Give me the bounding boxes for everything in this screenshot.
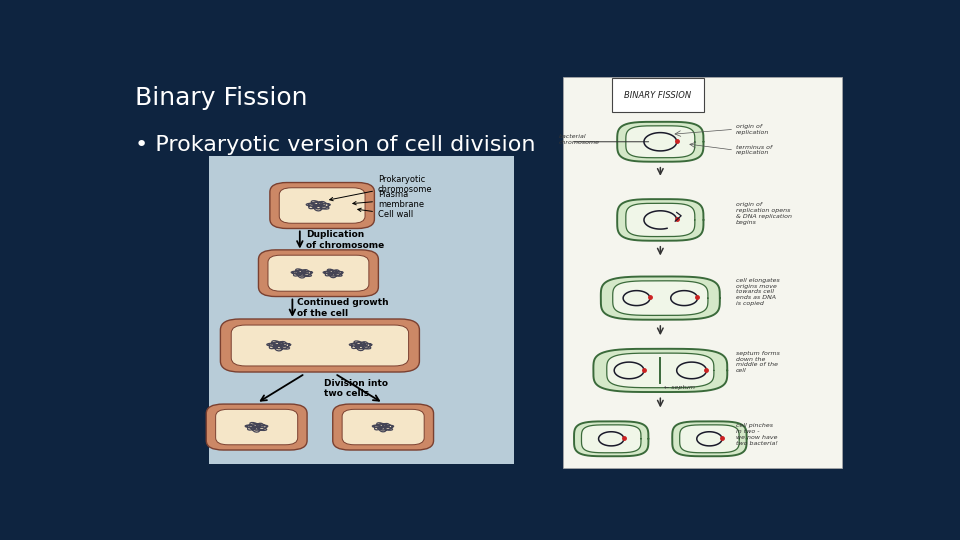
Polygon shape — [680, 425, 739, 453]
FancyBboxPatch shape — [206, 404, 307, 450]
Polygon shape — [626, 126, 695, 158]
Text: origin of
replication: origin of replication — [735, 124, 769, 134]
Text: Division into
two cells: Division into two cells — [324, 379, 388, 398]
Polygon shape — [612, 281, 708, 315]
Polygon shape — [617, 199, 704, 241]
Text: septum forms
down the
middle of the
cell: septum forms down the middle of the cell — [735, 351, 780, 373]
Polygon shape — [601, 276, 720, 320]
Polygon shape — [672, 421, 747, 456]
FancyBboxPatch shape — [270, 183, 374, 228]
Bar — [209, 156, 515, 464]
Text: Cell wall: Cell wall — [358, 208, 413, 219]
Text: Continued growth
of the cell: Continued growth of the cell — [297, 299, 389, 318]
Bar — [563, 77, 842, 468]
Text: BINARY FISSION: BINARY FISSION — [624, 91, 691, 100]
Text: ← septum: ← septum — [664, 385, 695, 390]
FancyBboxPatch shape — [333, 404, 434, 450]
FancyBboxPatch shape — [221, 319, 420, 372]
FancyBboxPatch shape — [342, 409, 424, 445]
Text: bacterial
chromosome: bacterial chromosome — [559, 134, 600, 145]
FancyBboxPatch shape — [216, 409, 298, 445]
Text: Plasma
membrane: Plasma membrane — [353, 190, 424, 209]
Polygon shape — [617, 122, 704, 161]
Text: • Prokaryotic version of cell division: • Prokaryotic version of cell division — [134, 136, 536, 156]
Text: terminus of
replication: terminus of replication — [735, 145, 772, 156]
Text: Duplication
of chromosome: Duplication of chromosome — [306, 230, 384, 249]
Text: Binary Fission: Binary Fission — [134, 85, 307, 110]
FancyBboxPatch shape — [258, 250, 378, 296]
Polygon shape — [626, 203, 695, 237]
Text: Prokaryotic
chromosome: Prokaryotic chromosome — [329, 175, 433, 201]
FancyBboxPatch shape — [279, 188, 365, 223]
FancyBboxPatch shape — [268, 255, 369, 291]
Text: cell pinches
in two -
we now have
two bacteria!: cell pinches in two - we now have two ba… — [735, 423, 778, 446]
Text: cell elongates
origins move
towards cell
ends as DNA
is copied: cell elongates origins move towards cell… — [735, 278, 780, 306]
Polygon shape — [574, 421, 648, 456]
Text: origin of
replication opens
& DNA replication
begins: origin of replication opens & DNA replic… — [735, 202, 792, 225]
Polygon shape — [593, 349, 728, 392]
Polygon shape — [607, 353, 714, 388]
Polygon shape — [582, 425, 641, 453]
FancyBboxPatch shape — [231, 325, 409, 366]
